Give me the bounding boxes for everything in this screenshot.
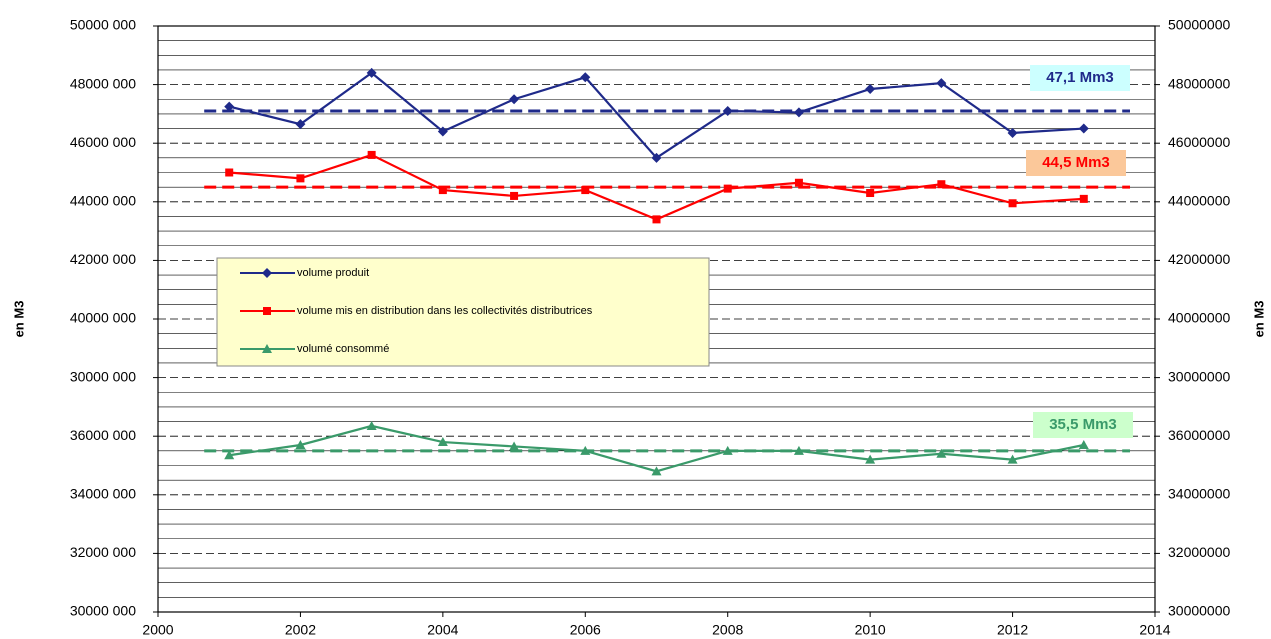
y2-axis-label: en M3 xyxy=(1251,301,1266,338)
data-point xyxy=(367,150,376,159)
y2-tick-label: 34000000 xyxy=(1168,486,1231,502)
data-point xyxy=(722,105,733,116)
data-point xyxy=(366,67,377,78)
y-tick-label: 46000 000 xyxy=(70,134,136,150)
y-tick-label: 42000 000 xyxy=(70,251,136,267)
data-point xyxy=(1007,127,1018,138)
data-point xyxy=(1008,199,1017,208)
data-point xyxy=(866,189,875,198)
data-point xyxy=(1007,454,1018,464)
data-point xyxy=(937,180,946,189)
data-point xyxy=(651,152,662,163)
data-point xyxy=(1078,439,1089,449)
y2-tick-label: 48000000 xyxy=(1168,75,1231,91)
annotation-label: 35,5 Mm3 xyxy=(1049,416,1117,433)
data-point xyxy=(1078,123,1089,134)
data-point xyxy=(224,101,235,112)
data-point xyxy=(295,439,306,449)
annotation-box xyxy=(1030,65,1130,91)
y2-tick-label: 30000000 xyxy=(1168,603,1231,619)
data-point xyxy=(652,215,661,224)
y2-tick-label: 36000000 xyxy=(1168,427,1231,443)
data-point xyxy=(651,466,662,476)
data-point xyxy=(296,174,305,183)
legend-label: volume mis en distribution dans les coll… xyxy=(297,305,593,317)
data-point xyxy=(936,448,947,458)
data-point xyxy=(437,126,448,137)
data-point xyxy=(438,186,447,195)
y2-tick-label: 50000000 xyxy=(1168,17,1231,33)
data-point xyxy=(581,186,590,195)
y-tick-label: 48000 000 xyxy=(70,75,136,91)
x-tick-label: 2010 xyxy=(855,622,886,638)
y2-tick-label: 42000000 xyxy=(1168,251,1231,267)
data-point xyxy=(723,184,732,193)
data-point xyxy=(936,78,947,89)
data-point xyxy=(580,72,591,83)
data-point xyxy=(794,178,803,187)
annotation-box xyxy=(1026,150,1126,176)
x-tick-label: 2008 xyxy=(712,622,743,638)
legend-marker xyxy=(262,268,272,278)
y-tick-label: 36000 000 xyxy=(70,427,136,443)
annotation-label: 44,5 Mm3 xyxy=(1042,154,1110,171)
data-point xyxy=(366,420,377,430)
y2-tick-label: 40000000 xyxy=(1168,310,1231,326)
series-line xyxy=(229,424,1085,473)
data-point xyxy=(510,191,519,200)
y-tick-label: 32000 000 xyxy=(70,544,136,560)
x-tick-label: 2004 xyxy=(427,622,458,638)
y-axis-label: en M3 xyxy=(11,301,26,338)
data-point xyxy=(509,441,520,451)
data-point xyxy=(295,119,306,130)
x-tick-label: 2000 xyxy=(142,622,173,638)
x-tick-label: 2002 xyxy=(285,622,316,638)
data-point xyxy=(722,445,733,455)
legend xyxy=(216,257,710,367)
legend-marker xyxy=(262,344,272,353)
annotation-box xyxy=(1033,412,1133,438)
data-point xyxy=(225,168,234,177)
series-line xyxy=(228,71,1084,160)
y-tick-label: 44000 000 xyxy=(70,193,136,209)
legend-label: volume produit xyxy=(297,267,369,279)
data-point xyxy=(580,445,591,455)
data-point xyxy=(865,454,876,464)
plot-frame xyxy=(157,25,1156,613)
data-point xyxy=(865,83,876,94)
y2-tick-label: 46000000 xyxy=(1168,134,1231,150)
y2-tick-label: 32000000 xyxy=(1168,544,1231,560)
y-tick-label: 34000 000 xyxy=(70,486,136,502)
data-point xyxy=(793,445,804,455)
data-point xyxy=(509,94,520,105)
y2-tick-label: 44000000 xyxy=(1168,193,1231,209)
y2-tick-label: 30000000 xyxy=(1168,368,1231,384)
x-tick-label: 2012 xyxy=(997,622,1028,638)
data-point xyxy=(437,437,448,447)
y-tick-label: 50000 000 xyxy=(70,17,136,33)
x-tick-label: 2014 xyxy=(1139,622,1170,638)
data-point xyxy=(1079,194,1088,203)
legend-label: volumé consommé xyxy=(297,343,389,355)
y-tick-label: 30000 000 xyxy=(70,368,136,384)
annotation-label: 47,1 Mm3 xyxy=(1046,69,1114,86)
data-point xyxy=(224,450,235,460)
x-tick-label: 2006 xyxy=(570,622,601,638)
legend-marker xyxy=(263,307,271,315)
y-tick-label: 40000 000 xyxy=(70,310,136,326)
y-tick-label: 30000 000 xyxy=(70,603,136,619)
data-point xyxy=(793,107,804,118)
